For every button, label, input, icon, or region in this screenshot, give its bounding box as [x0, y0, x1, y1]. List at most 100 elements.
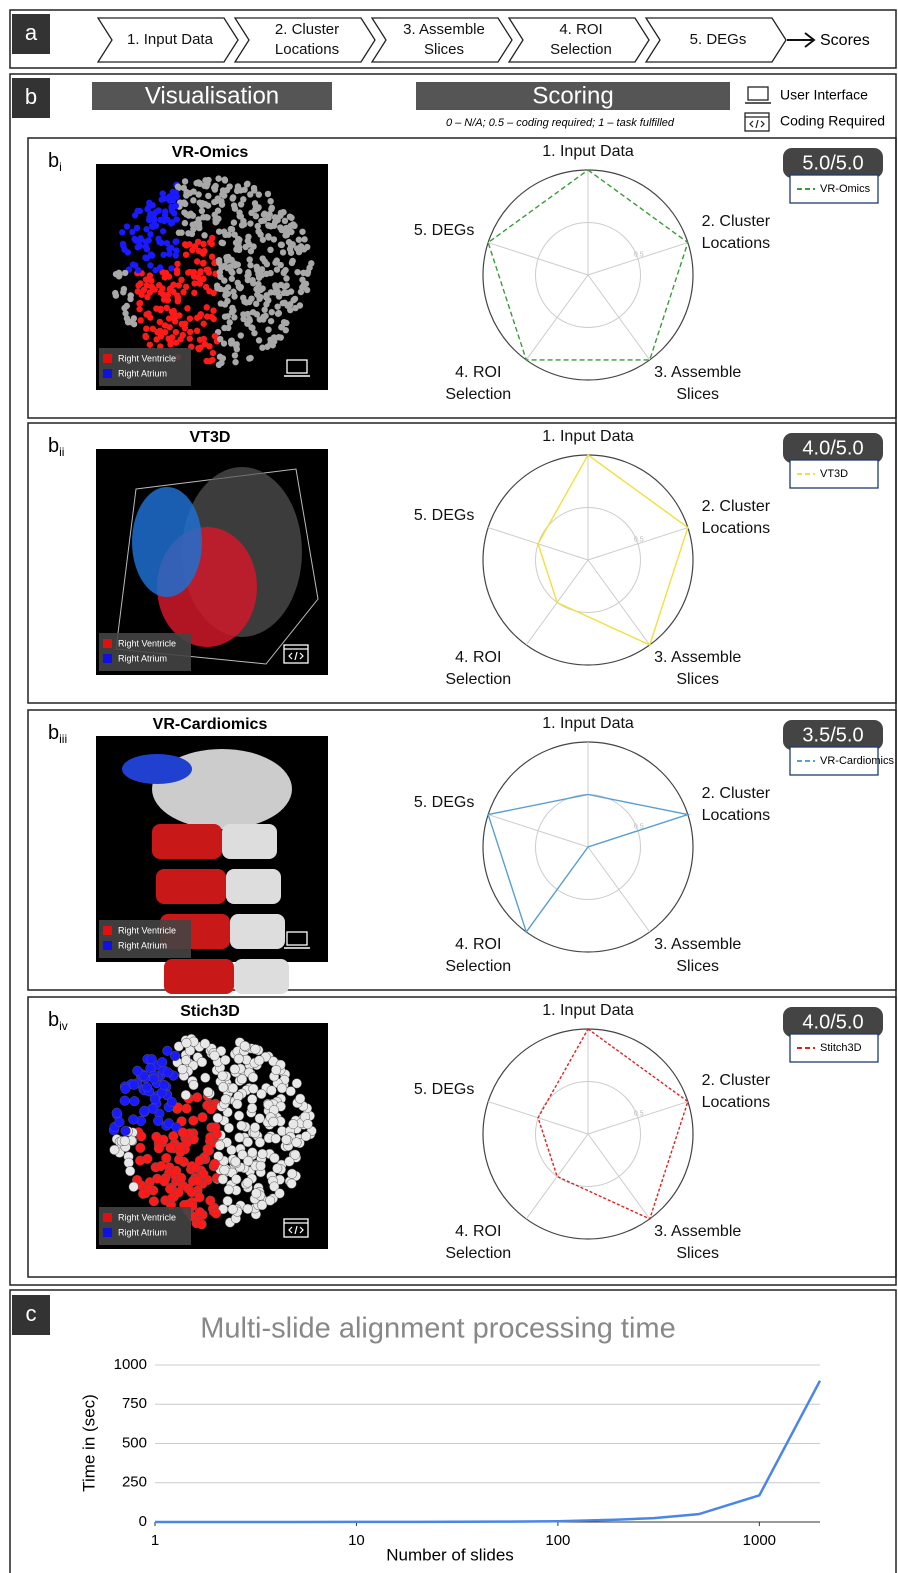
image-dot	[163, 1046, 173, 1056]
image-dot	[228, 226, 234, 232]
image-dot	[250, 280, 256, 286]
image-dot	[233, 1099, 243, 1109]
axis-label: 1. Input Data	[538, 426, 638, 448]
image-dot	[269, 205, 275, 211]
image-dot	[223, 1196, 233, 1206]
image-dot	[213, 1113, 223, 1123]
image-dot	[218, 1083, 228, 1093]
icon-legend: User Interface	[780, 87, 868, 103]
image-dot	[144, 282, 150, 288]
image-dot	[190, 197, 196, 203]
image-legend-swatch	[103, 941, 112, 950]
image-dot	[231, 1174, 241, 1184]
image-dot	[225, 231, 231, 237]
image-dot	[277, 1083, 287, 1093]
row-label-sub: i	[59, 160, 62, 174]
radar-axis	[588, 243, 688, 275]
image-dot	[248, 295, 254, 301]
image-dot	[288, 215, 294, 221]
image-dot	[256, 191, 262, 197]
image-dot	[271, 1065, 281, 1075]
image-legend-label: Right Ventricle	[118, 925, 176, 935]
image-dot	[253, 203, 259, 209]
image-dot	[251, 1044, 261, 1054]
image-dot	[165, 292, 171, 298]
image-dot	[195, 345, 201, 351]
image-shape	[234, 959, 289, 994]
image-dot	[142, 1082, 152, 1092]
image-dot	[136, 1143, 146, 1153]
image-dot	[308, 260, 314, 266]
image-dot	[225, 254, 231, 260]
row-title: VR-Cardiomics	[153, 716, 268, 733]
image-dot	[182, 178, 188, 184]
image-dot	[138, 1189, 148, 1199]
image-dot	[196, 225, 202, 231]
image-dot	[247, 1103, 257, 1113]
image-dot	[279, 242, 285, 248]
row-label-sub: ii	[59, 445, 64, 459]
image-legend-swatch	[103, 1228, 112, 1237]
image-dot	[228, 263, 234, 269]
image-dot	[137, 280, 143, 286]
panel-label: a	[25, 20, 38, 45]
image-dot	[143, 1154, 153, 1164]
image-shape	[152, 824, 222, 859]
image-dot	[178, 1064, 188, 1074]
image-dot	[251, 1189, 261, 1199]
image-dot	[215, 175, 221, 181]
image-dot	[206, 1196, 216, 1206]
y-tick-label: 1000	[114, 1356, 147, 1373]
image-dot	[282, 218, 288, 224]
image-dot	[224, 1185, 234, 1195]
image-dot	[240, 1041, 250, 1051]
axis-label: 5. DEGs	[394, 220, 494, 242]
image-dot	[128, 292, 134, 298]
radar-axis	[488, 243, 588, 275]
image-dot	[203, 1087, 213, 1097]
image-dot	[257, 1200, 267, 1210]
image-dot	[120, 243, 126, 249]
image-dot	[248, 210, 254, 216]
image-legend-label: Right Atrium	[118, 368, 167, 378]
pipeline-step-label: 1. Input Data	[120, 30, 220, 50]
row-label-sub: iii	[59, 732, 67, 746]
image-dot	[167, 286, 173, 292]
image-dot	[204, 181, 210, 187]
image-dot	[229, 309, 235, 315]
image-dot	[148, 251, 154, 257]
image-dot	[221, 1055, 231, 1065]
image-dot	[262, 313, 268, 319]
image-dot	[290, 1150, 300, 1160]
image-dot	[221, 325, 227, 331]
image-dot	[132, 262, 138, 268]
image-dot	[157, 264, 163, 270]
scoring-note: 0 – N/A; 0.5 – coding required; 1 – task…	[446, 117, 675, 129]
image-dot	[149, 223, 155, 229]
image-legend-swatch	[103, 354, 112, 363]
image-dot	[236, 268, 242, 274]
axis-label: 3. Assemble Slices	[648, 1221, 748, 1265]
image-dot	[234, 188, 240, 194]
axis-label: 2. Cluster Locations	[686, 1070, 786, 1114]
image-dot	[180, 332, 186, 338]
image-dot	[189, 231, 195, 237]
image-dot	[237, 1074, 247, 1084]
y-tick-label: 0	[139, 1513, 147, 1530]
image-dot	[264, 261, 270, 267]
image-shape	[230, 914, 285, 949]
image-dot	[124, 1158, 134, 1168]
image-dot	[248, 1148, 258, 1158]
image-dot	[157, 217, 163, 223]
image-dot	[254, 1056, 264, 1066]
image-dot	[227, 319, 233, 325]
image-dot	[206, 288, 212, 294]
image-dot	[296, 237, 302, 243]
image-dot	[249, 1084, 259, 1094]
image-dot	[241, 186, 247, 192]
image-dot	[271, 223, 277, 229]
axis-label: 3. Assemble Slices	[648, 647, 748, 691]
image-dot	[228, 1205, 238, 1215]
image-dot	[277, 224, 283, 230]
row-label-main: b	[48, 435, 59, 457]
